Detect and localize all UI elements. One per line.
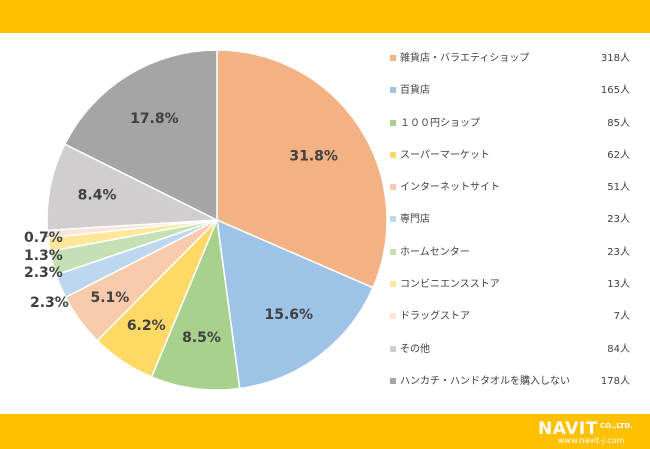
legend-label: コンビニエンスストア bbox=[400, 279, 500, 291]
navit-logo: NAVIT CO.,LTD. www.navit-j.com bbox=[538, 419, 642, 445]
percent-label-9: 0.7% bbox=[24, 230, 63, 246]
legend-label: インターネットサイト bbox=[400, 182, 500, 194]
legend-label: 雑貨店・バラエティショップ bbox=[400, 53, 530, 64]
percent-label-11: 17.8% bbox=[130, 111, 179, 127]
legend-swatch bbox=[390, 184, 396, 191]
percent-label-1: 31.8% bbox=[289, 149, 338, 165]
legend-swatch bbox=[390, 313, 396, 320]
legend-count: 178人 bbox=[600, 375, 630, 387]
legend-item: ハンカチ・ハンドタオルを購入しない 178人 bbox=[390, 372, 640, 404]
legend-label: 百貨店 bbox=[400, 85, 430, 97]
legend-label: スーパーマーケット bbox=[400, 149, 490, 161]
callout-line-9 bbox=[43, 235, 50, 238]
legend-swatch bbox=[390, 281, 396, 288]
legend-count: 62人 bbox=[607, 149, 630, 161]
legend-swatch bbox=[390, 248, 396, 255]
legend-label: ハンカチ・ハンドタオルを購入しない bbox=[400, 375, 570, 387]
legend-count: 84人 bbox=[607, 343, 630, 355]
legend-label: ドラッグストア bbox=[400, 311, 470, 323]
callout-line-6 bbox=[51, 295, 59, 301]
legend-count: 318人 bbox=[600, 53, 630, 64]
pie-slice-2 bbox=[216, 218, 374, 390]
legend-item: その他 84人 bbox=[390, 340, 640, 372]
pie-slice-11 bbox=[63, 49, 218, 222]
legend-item: ドラッグストア 7人 bbox=[390, 307, 640, 339]
legend-item: スーパーマーケット 62人 bbox=[390, 146, 640, 178]
legend-item: ホームセンター 23人 bbox=[390, 243, 640, 275]
percent-label-2: 15.6% bbox=[265, 307, 314, 323]
percent-label-7: 2.3% bbox=[24, 265, 63, 281]
percent-label-4: 6.2% bbox=[127, 318, 166, 334]
legend-swatch bbox=[390, 55, 396, 61]
legend-label: ホームセンター bbox=[400, 246, 470, 258]
legend-count: 13人 bbox=[607, 279, 630, 291]
legend-swatch bbox=[390, 119, 396, 126]
legend-item: 雑貨店・バラエティショップ 318人 bbox=[390, 49, 640, 81]
legend-swatch bbox=[390, 377, 396, 384]
legend-count: 165人 bbox=[600, 85, 630, 97]
legend-label: 専門店 bbox=[400, 214, 430, 226]
legend-count: 85人 bbox=[607, 117, 630, 129]
logo-wordmark: NAVIT bbox=[538, 419, 598, 439]
legend-swatch bbox=[390, 345, 396, 352]
percent-label-5: 5.1% bbox=[90, 290, 129, 306]
legend-count: 51人 bbox=[607, 182, 630, 194]
legend-count: 23人 bbox=[607, 214, 630, 226]
legend-swatch bbox=[390, 151, 396, 158]
legend-item: １００円ショップ 85人 bbox=[390, 114, 640, 146]
legend-label: その他 bbox=[400, 343, 430, 355]
percent-label-3: 8.5% bbox=[182, 330, 221, 346]
percent-label-6: 2.3% bbox=[30, 295, 69, 311]
pie-slice-1 bbox=[216, 49, 388, 289]
pie-chart: 31.8%15.6%8.5%6.2%5.1%2.3%2.3%1.3%0.7%8.… bbox=[24, 49, 388, 391]
pie-slice-3 bbox=[150, 217, 241, 391]
percent-label-10: 8.4% bbox=[78, 188, 117, 204]
legend-item: 百貨店 165人 bbox=[390, 81, 640, 113]
legend-swatch bbox=[390, 216, 396, 223]
legend-item: インターネットサイト 51人 bbox=[390, 178, 640, 210]
pie-slice-10 bbox=[46, 143, 220, 232]
chart-legend: 雑貨店・バラエティショップ 318人百貨店 165人 １００円ショップ 85人スーパーマ… bbox=[390, 49, 640, 404]
legend-count: 7人 bbox=[613, 311, 630, 323]
logo-url: www.navit-j.com bbox=[558, 436, 625, 445]
legend-label: １００円ショップ bbox=[400, 117, 480, 129]
legend-count: 23人 bbox=[607, 246, 630, 258]
legend-item: コンビニエンスストア 13人 bbox=[390, 275, 640, 307]
top-banner bbox=[0, 0, 650, 33]
logo-company-suffix: CO.,LTD. bbox=[600, 422, 633, 430]
bottom-banner bbox=[0, 414, 650, 449]
percent-label-8: 1.3% bbox=[24, 248, 63, 264]
legend-item: 専門店 23人 bbox=[390, 210, 640, 242]
legend-swatch bbox=[390, 87, 396, 94]
